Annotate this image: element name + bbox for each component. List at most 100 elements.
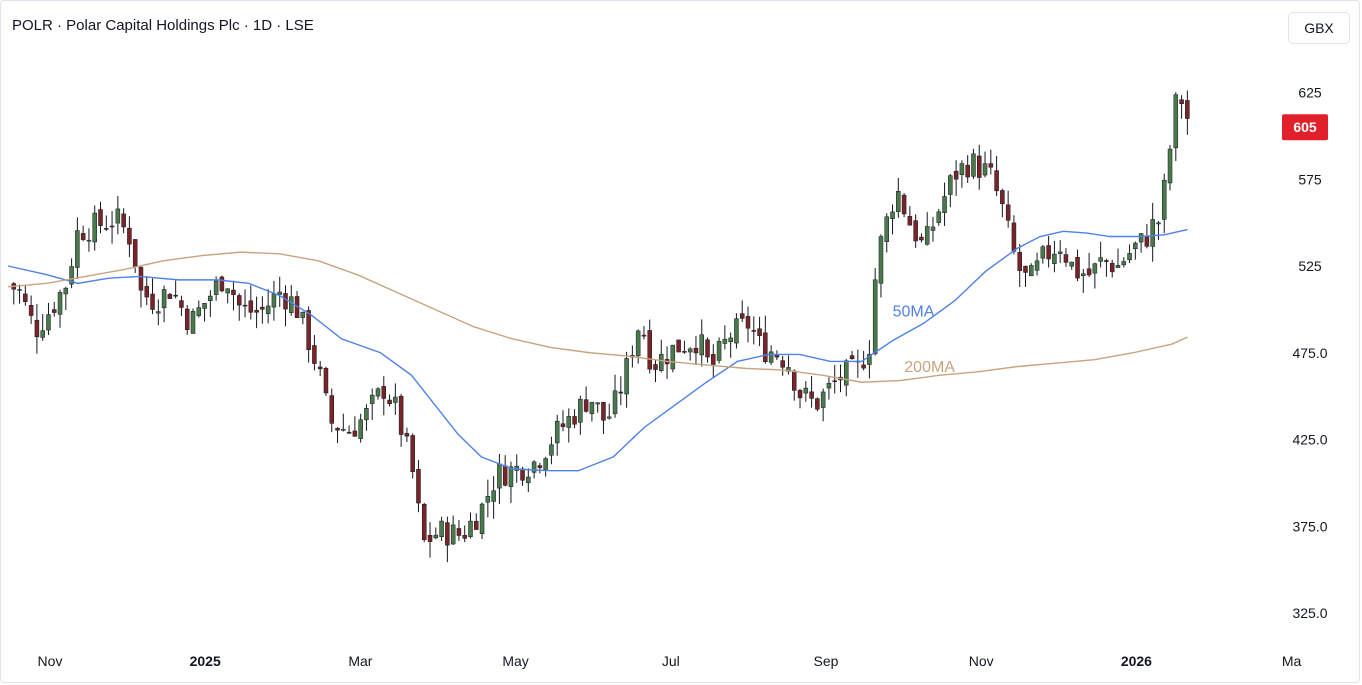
candle-down xyxy=(780,360,785,368)
candle-down xyxy=(427,535,433,542)
candle-down xyxy=(815,398,820,410)
candle-up xyxy=(595,402,600,405)
x-tick-label: Nov xyxy=(969,653,994,669)
candle-up xyxy=(554,420,560,444)
candle-up xyxy=(115,208,121,224)
candle-down xyxy=(306,310,311,350)
candle-up xyxy=(1069,261,1074,267)
candle-up xyxy=(959,163,965,175)
x-tick-label: Mar xyxy=(348,653,372,669)
candle-down xyxy=(51,309,57,313)
candle-up xyxy=(589,401,595,414)
last-price-badge xyxy=(1282,114,1328,141)
candle-down xyxy=(173,294,178,297)
candle-up xyxy=(161,289,167,309)
candle-up xyxy=(768,351,774,363)
candle-down xyxy=(121,213,126,228)
candle-up xyxy=(867,353,872,365)
candle-down xyxy=(1185,100,1190,119)
candle-up xyxy=(716,341,722,361)
candle-up xyxy=(1150,219,1155,247)
candle-up xyxy=(543,458,548,470)
candle-up xyxy=(485,496,491,503)
candle-up xyxy=(1161,179,1167,220)
candle-down xyxy=(919,236,924,241)
candle-down xyxy=(1063,254,1069,263)
candle-down xyxy=(797,390,803,399)
ma-annotation: 50MA xyxy=(893,303,935,320)
candle-down xyxy=(474,520,479,530)
candle-down xyxy=(682,351,687,353)
candle-up xyxy=(375,388,381,397)
candle-up xyxy=(57,292,63,315)
candle-down xyxy=(462,535,467,539)
candle-down xyxy=(144,286,149,298)
candle-down xyxy=(179,300,184,308)
candle-down xyxy=(28,304,34,316)
chart-title: POLR · Polar Capital Holdings Plc · 1D ·… xyxy=(12,17,314,34)
candle-up xyxy=(1121,261,1127,266)
candle-up xyxy=(624,358,629,395)
candle-up xyxy=(369,394,375,404)
candle-up xyxy=(1167,148,1173,184)
candle-down xyxy=(352,430,358,437)
candle-down xyxy=(381,386,387,399)
x-tick-label: Ma xyxy=(1282,653,1302,669)
candle-down xyxy=(416,468,421,504)
candle-down xyxy=(907,216,913,226)
candle-down xyxy=(219,276,225,292)
candle-up xyxy=(734,318,739,344)
candle-up xyxy=(1098,257,1103,262)
x-tick-label: May xyxy=(502,653,528,669)
candle-up xyxy=(826,383,832,389)
y-tick-label: 375.0 xyxy=(1292,518,1327,534)
candle-up xyxy=(208,295,213,301)
candle-up xyxy=(971,153,976,177)
candle-down xyxy=(404,433,410,437)
candle-down xyxy=(953,170,959,180)
candle-down xyxy=(34,319,40,338)
x-tick-label: Nov xyxy=(38,653,63,669)
candle-down xyxy=(849,355,855,360)
x-tick-label: Sep xyxy=(814,653,839,669)
candle-up xyxy=(924,226,930,245)
candle-up xyxy=(896,190,901,212)
candle-down xyxy=(676,339,681,353)
candle-up xyxy=(872,279,878,355)
currency-button[interactable]: GBX xyxy=(1288,12,1350,44)
candle-down xyxy=(127,227,132,245)
candle-up xyxy=(196,307,202,316)
x-axis: Nov 2025 Mar May Jul Sep Nov 2026 Ma xyxy=(38,653,1302,669)
candle-up xyxy=(803,387,809,394)
candle-up xyxy=(450,524,456,545)
candle-up xyxy=(92,212,97,243)
candle-down xyxy=(988,163,994,168)
candle-down xyxy=(323,367,329,394)
candle-down xyxy=(618,391,624,394)
candle-up xyxy=(526,476,531,484)
candle-down xyxy=(254,309,259,313)
candle-up xyxy=(479,503,485,535)
candle-up xyxy=(225,288,230,294)
candle-down xyxy=(791,370,797,391)
y-tick-label: 475.0 xyxy=(1292,345,1327,361)
candle-down xyxy=(745,316,751,329)
candle-up xyxy=(890,211,895,219)
candle-down xyxy=(421,504,427,540)
candle-up xyxy=(699,334,704,356)
candle-up xyxy=(1115,265,1121,268)
candles xyxy=(11,90,1190,563)
candle-down xyxy=(1017,252,1022,271)
candle-up xyxy=(722,338,728,344)
candle-up xyxy=(86,239,92,242)
candle-down xyxy=(572,416,577,425)
candle-up xyxy=(687,348,693,353)
candle-down xyxy=(150,293,155,310)
candle-up xyxy=(439,520,444,537)
candle-down xyxy=(965,164,970,178)
candle-up xyxy=(289,296,294,313)
candle-down xyxy=(1000,190,1005,205)
candle-down xyxy=(502,465,508,486)
candle-up xyxy=(606,416,612,419)
